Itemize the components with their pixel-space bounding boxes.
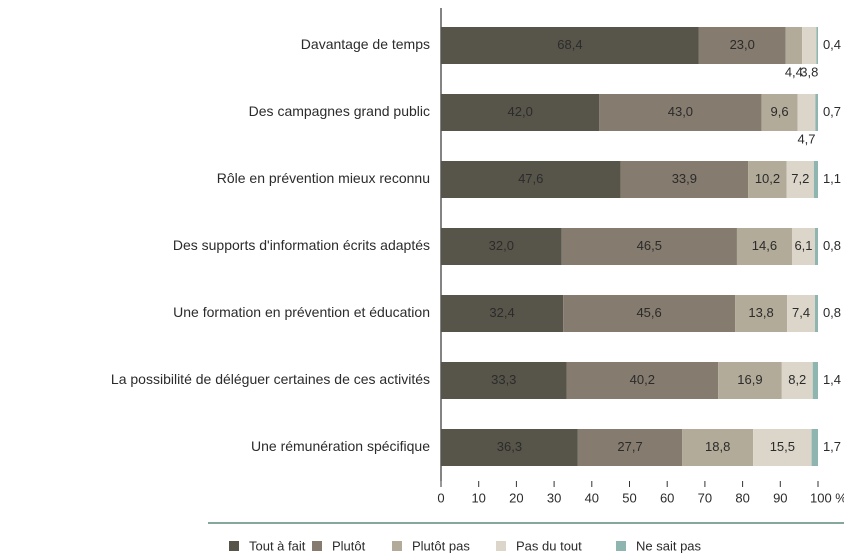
data-label: 46,5 bbox=[637, 238, 662, 253]
bar-segment bbox=[563, 295, 736, 332]
legend-swatch bbox=[392, 541, 402, 551]
bar-segment bbox=[577, 429, 683, 466]
bar-segment bbox=[811, 429, 818, 466]
data-label: 0,8 bbox=[823, 305, 841, 320]
bar-segment bbox=[441, 228, 562, 265]
data-label: 27,7 bbox=[617, 439, 642, 454]
data-label: 68,4 bbox=[557, 37, 582, 52]
x-tick-label: 60 bbox=[660, 490, 674, 505]
data-label: 40,2 bbox=[630, 372, 655, 387]
bar-segment bbox=[812, 362, 818, 399]
data-label: 14,6 bbox=[752, 238, 777, 253]
legend-swatch bbox=[616, 541, 626, 551]
bar-segment bbox=[753, 429, 812, 466]
x-tick-label: 30 bbox=[547, 490, 561, 505]
legend-swatch bbox=[229, 541, 239, 551]
x-tick-label: 0 bbox=[437, 490, 444, 505]
data-label: 10,2 bbox=[755, 171, 780, 186]
category-label: Une rémunération spécifique bbox=[251, 438, 430, 454]
data-label: 1,4 bbox=[823, 372, 841, 387]
legend-label: Pas du tout bbox=[516, 538, 582, 553]
bar-segment bbox=[441, 161, 621, 198]
data-label: 3,8 bbox=[800, 64, 818, 79]
legend-label: Plutôt pas bbox=[412, 538, 470, 553]
x-tick-label: 70 bbox=[698, 490, 712, 505]
data-label: 33,9 bbox=[672, 171, 697, 186]
bar-segment bbox=[785, 27, 803, 64]
bar-segment bbox=[566, 362, 719, 399]
x-tick-label: 100 % bbox=[810, 490, 844, 505]
bar-segment bbox=[620, 161, 749, 198]
x-tick-label: 20 bbox=[509, 490, 523, 505]
bar-segment bbox=[718, 362, 782, 399]
category-label: Des supports d'information écrits adapté… bbox=[173, 237, 430, 253]
legend-swatch bbox=[496, 541, 506, 551]
bar-segment bbox=[787, 295, 815, 332]
bar-segment bbox=[441, 429, 578, 466]
bar-segment bbox=[814, 295, 818, 332]
category-label: Davantage de temps bbox=[301, 36, 430, 52]
data-label: 1,7 bbox=[823, 439, 841, 454]
category-label: Une formation en prévention et éducation bbox=[173, 304, 430, 320]
data-label: 32,4 bbox=[489, 305, 514, 320]
bar-segment bbox=[802, 27, 817, 64]
data-label: 15,5 bbox=[770, 439, 795, 454]
bar-segment bbox=[441, 27, 699, 64]
bar-segment bbox=[736, 228, 792, 265]
bar-segment bbox=[682, 429, 754, 466]
data-label: 45,6 bbox=[636, 305, 661, 320]
x-tick-label: 80 bbox=[735, 490, 749, 505]
data-label: 4,4 bbox=[785, 64, 803, 79]
legend-label: Ne sait pas bbox=[636, 538, 702, 553]
category-label: Des campagnes grand public bbox=[249, 103, 430, 119]
data-label: 6,1 bbox=[794, 238, 812, 253]
legend-label: Plutôt bbox=[332, 538, 366, 553]
bar-segment bbox=[814, 228, 818, 265]
bar-segment bbox=[748, 161, 787, 198]
data-label: 0,4 bbox=[823, 37, 841, 52]
data-label: 13,8 bbox=[748, 305, 773, 320]
x-tick-label: 10 bbox=[471, 490, 485, 505]
data-label: 36,3 bbox=[497, 439, 522, 454]
bar-segment bbox=[735, 295, 788, 332]
x-tick-label: 40 bbox=[585, 490, 599, 505]
data-label: 7,2 bbox=[791, 171, 809, 186]
data-label: 0,8 bbox=[823, 238, 841, 253]
bar-segment bbox=[816, 27, 818, 64]
data-label: 4,7 bbox=[797, 131, 815, 146]
bar-segment bbox=[813, 161, 818, 198]
legend-label: Tout à fait bbox=[249, 538, 306, 553]
data-label: 42,0 bbox=[508, 104, 533, 119]
data-label: 16,9 bbox=[737, 372, 762, 387]
bar-segment bbox=[791, 228, 815, 265]
bar-segment bbox=[441, 94, 600, 131]
data-label: 7,4 bbox=[792, 305, 810, 320]
data-label: 8,2 bbox=[788, 372, 806, 387]
bar-segment bbox=[781, 362, 813, 399]
bar-segment bbox=[698, 27, 786, 64]
bar-segment bbox=[441, 295, 564, 332]
data-label: 23,0 bbox=[730, 37, 755, 52]
bar-segment bbox=[786, 161, 814, 198]
bar-segment bbox=[561, 228, 737, 265]
category-label: Rôle en prévention mieux reconnu bbox=[217, 170, 430, 186]
bar-segment bbox=[441, 362, 567, 399]
data-label: 43,0 bbox=[668, 104, 693, 119]
data-label: 9,6 bbox=[771, 104, 789, 119]
data-label: 18,8 bbox=[705, 439, 730, 454]
bar-segment bbox=[815, 94, 818, 131]
category-label: La possibilité de déléguer certaines de … bbox=[111, 371, 430, 387]
x-tick-label: 90 bbox=[773, 490, 787, 505]
bar-segment bbox=[761, 94, 798, 131]
bar-segment bbox=[797, 94, 816, 131]
data-label: 33,3 bbox=[491, 372, 516, 387]
bar-segment bbox=[599, 94, 762, 131]
data-label: 32,0 bbox=[489, 238, 514, 253]
data-label: 0,7 bbox=[823, 104, 841, 119]
x-tick-label: 50 bbox=[622, 490, 636, 505]
data-label: 1,1 bbox=[823, 171, 841, 186]
legend-swatch bbox=[312, 541, 322, 551]
data-label: 47,6 bbox=[518, 171, 543, 186]
